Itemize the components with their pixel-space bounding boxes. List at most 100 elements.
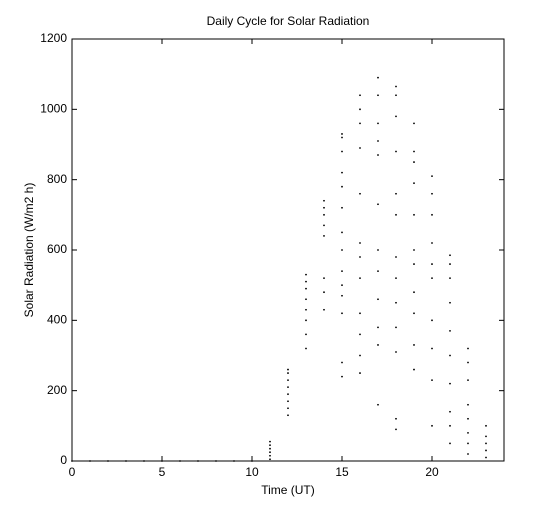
point	[89, 460, 91, 462]
point	[359, 277, 361, 280]
point	[341, 312, 343, 315]
point	[305, 333, 307, 336]
point	[359, 354, 361, 357]
y-axis-label: Solar Radiation (W/m2 h)	[22, 183, 36, 318]
point	[215, 460, 217, 462]
point	[125, 460, 127, 462]
point	[377, 270, 379, 272]
point	[467, 431, 469, 434]
point	[431, 347, 433, 350]
point	[395, 150, 397, 153]
point	[449, 442, 451, 445]
point	[413, 122, 415, 125]
point	[287, 400, 289, 403]
point	[413, 161, 415, 163]
point	[431, 242, 433, 244]
point	[359, 312, 361, 315]
point	[341, 294, 343, 297]
point	[431, 277, 433, 280]
point	[431, 379, 433, 382]
point	[341, 171, 343, 174]
point	[431, 192, 433, 195]
point	[161, 460, 163, 462]
point	[305, 280, 307, 283]
point	[395, 192, 397, 195]
point	[269, 454, 271, 457]
chart-title: Daily Cycle for Solar Radiation	[207, 14, 370, 28]
point	[467, 403, 469, 406]
point	[341, 270, 343, 272]
point	[323, 235, 325, 237]
point	[395, 85, 397, 88]
point	[269, 458, 271, 461]
point	[467, 417, 469, 420]
point	[269, 444, 271, 447]
point	[449, 410, 451, 413]
point	[449, 263, 451, 265]
point	[413, 150, 415, 153]
point	[395, 351, 397, 353]
y-tick-label: 1200	[40, 31, 67, 45]
point	[377, 154, 379, 156]
point	[305, 347, 307, 350]
point	[341, 375, 343, 378]
point	[341, 136, 343, 139]
x-tick-label: 5	[159, 465, 166, 479]
point	[395, 428, 397, 431]
point	[377, 203, 379, 206]
y-tick-label: 1000	[40, 102, 67, 116]
point	[341, 231, 343, 234]
point	[377, 326, 379, 329]
point	[485, 435, 487, 438]
point	[449, 424, 451, 427]
point	[485, 456, 487, 459]
point	[377, 140, 379, 142]
point	[395, 94, 397, 97]
point	[341, 361, 343, 364]
point	[359, 94, 361, 97]
point	[341, 150, 343, 153]
point	[449, 254, 451, 257]
point	[323, 277, 325, 280]
point	[341, 185, 343, 188]
point	[413, 344, 415, 346]
point	[197, 460, 199, 462]
y-tick-label: 0	[60, 453, 67, 467]
point	[413, 368, 415, 371]
point	[323, 213, 325, 216]
point	[269, 440, 271, 443]
point	[287, 386, 289, 389]
point	[305, 319, 307, 322]
point	[359, 147, 361, 149]
point	[287, 379, 289, 382]
point	[323, 199, 325, 202]
point	[377, 403, 379, 406]
point	[359, 122, 361, 125]
point	[269, 447, 271, 450]
point	[377, 94, 379, 97]
point	[71, 460, 73, 462]
point	[269, 451, 271, 454]
x-tick-label: 15	[335, 465, 349, 479]
point	[395, 256, 397, 258]
point	[449, 329, 451, 332]
point	[287, 372, 289, 374]
point	[377, 344, 379, 346]
point	[305, 308, 307, 311]
point	[449, 354, 451, 357]
point	[413, 182, 415, 185]
point	[377, 76, 379, 79]
point	[395, 213, 397, 216]
point	[395, 115, 397, 118]
y-tick-label: 200	[47, 383, 67, 397]
x-axis-label: Time (UT)	[261, 483, 315, 497]
point	[287, 393, 289, 396]
point	[323, 308, 325, 311]
point	[359, 333, 361, 336]
point	[449, 301, 451, 304]
point	[467, 453, 469, 455]
point	[359, 372, 361, 374]
y-tick-label: 600	[47, 242, 67, 256]
